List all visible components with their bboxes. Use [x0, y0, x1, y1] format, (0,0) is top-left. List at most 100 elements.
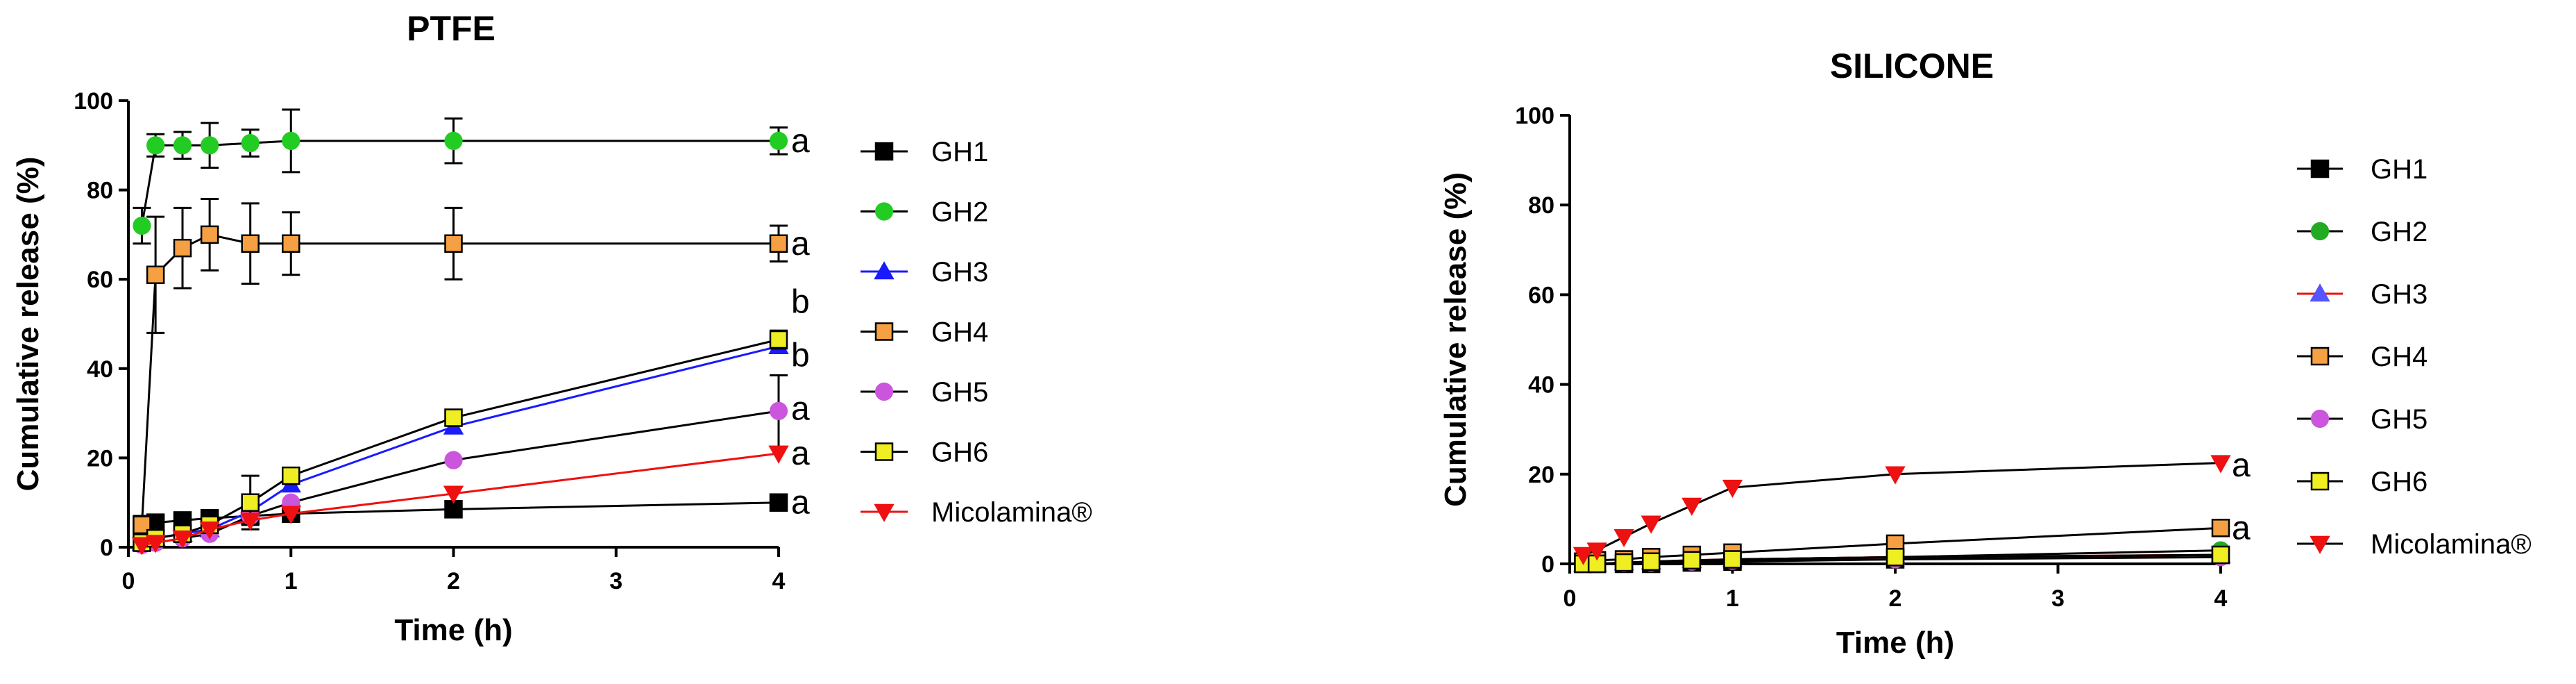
legend-marker: [2310, 159, 2330, 178]
significance-letter: a: [2232, 447, 2251, 484]
series-line: [140, 140, 779, 226]
legend-label: GH1: [931, 137, 988, 167]
data-point: [1885, 466, 1906, 485]
x-tick-label: 4: [2214, 585, 2228, 612]
legend-item: GH4: [861, 317, 988, 348]
x-tick-label: 3: [609, 568, 622, 594]
legend-marker: [874, 261, 895, 280]
y-tick-label: 100: [74, 88, 113, 115]
legend-label: GH6: [931, 437, 988, 468]
x-tick-label: 3: [2051, 585, 2065, 612]
legend-marker: [874, 322, 894, 341]
data-point: [769, 131, 788, 150]
data-point: [282, 466, 300, 485]
legend-label: GH5: [2371, 404, 2427, 435]
chart-ptfe: PTFE 0 20 40 60 80 100 0 1 2 3 4 Time (h) Cumulative …: [11, 9, 1092, 647]
data-point: [1586, 542, 1607, 561]
legend-label: GH4: [931, 317, 988, 348]
series-micolamina: [131, 445, 789, 556]
data-point: [173, 136, 192, 155]
legend-label: GH3: [931, 257, 988, 287]
y-tick-label: 20: [1528, 462, 1554, 488]
y-axis-label: Cumulative release (%): [11, 157, 45, 492]
data-point: [1613, 528, 1634, 548]
y-tick-label: 60: [1528, 282, 1554, 308]
legend-marker: [874, 142, 894, 161]
significance-letter: b: [791, 337, 810, 374]
data-point: [768, 445, 789, 464]
y-tick-label: 0: [100, 535, 113, 561]
y-axis-label: Cumulative release (%): [1439, 172, 1473, 507]
data-point: [282, 234, 300, 253]
data-point: [1642, 552, 1661, 572]
x-tick-label: 0: [1564, 585, 1577, 612]
legend-marker: [874, 503, 895, 522]
legend-label: GH2: [931, 197, 988, 228]
data-point: [1723, 550, 1742, 569]
data-point: [241, 133, 260, 153]
legend-marker: [2310, 409, 2330, 428]
legend-item: Micolamina®: [861, 497, 1092, 528]
significance-letter: a: [791, 435, 810, 472]
x-tick-label: 2: [447, 568, 460, 594]
legend-marker: [2310, 222, 2330, 241]
legend-marker: [2310, 283, 2330, 302]
data-point: [240, 512, 261, 531]
legend-label: GH3: [2371, 279, 2427, 310]
legend-item: GH2: [861, 197, 988, 228]
data-point: [769, 493, 788, 512]
chart-title: SILICONE: [1830, 47, 1994, 85]
legend-marker: [874, 442, 894, 461]
legend-label: GH5: [931, 377, 988, 408]
data-point: [769, 401, 788, 420]
significance-letter: a: [791, 391, 810, 428]
legend-marker: [2310, 535, 2330, 554]
y-tick-label: 20: [87, 445, 113, 472]
chart-title: PTFE: [407, 9, 495, 48]
legend-item: GH3: [861, 257, 988, 287]
legend-label: GH1: [2371, 154, 2427, 185]
legend-item: GH6: [861, 437, 988, 468]
data-point: [769, 234, 788, 253]
legend-marker: [874, 202, 894, 221]
significance-letter: a: [791, 485, 810, 522]
legend-label: GH2: [2371, 217, 2427, 247]
data-point: [1614, 553, 1634, 572]
data-point: [444, 234, 463, 253]
data-point: [1682, 551, 1702, 570]
data-point: [2210, 455, 2231, 474]
data-point: [1573, 547, 1594, 565]
x-axis-label: Time (h): [394, 613, 512, 647]
data-point: [444, 131, 463, 150]
data-point: [145, 535, 166, 553]
x-axis-label: Time (h): [1836, 626, 1954, 660]
data-point: [2211, 519, 2230, 537]
data-point: [241, 234, 260, 253]
series-line: [140, 233, 779, 525]
data-point: [280, 506, 301, 524]
data-point: [769, 330, 788, 349]
data-point: [200, 225, 219, 244]
y-tick-label: 100: [1515, 103, 1554, 129]
significance-letter: b: [791, 283, 810, 320]
y-tick-label: 40: [87, 356, 113, 383]
legend-item: GH4: [2297, 342, 2427, 372]
legend-marker: [2310, 347, 2330, 366]
data-point: [241, 493, 260, 512]
legend-item: GH5: [2297, 404, 2427, 435]
legend-item: GH5: [861, 377, 988, 408]
data-point: [172, 530, 193, 549]
data-point: [2211, 545, 2230, 565]
series-line: [142, 452, 779, 547]
data-point: [282, 131, 300, 150]
legend-marker: [874, 382, 894, 401]
y-tick-label: 60: [87, 267, 113, 293]
x-tick-label: 1: [1726, 585, 1739, 612]
data-point: [201, 136, 219, 155]
y-tick-label: 40: [1528, 372, 1554, 399]
x-tick-label: 4: [772, 568, 786, 594]
data-point: [1681, 497, 1702, 516]
x-tick-label: 0: [122, 568, 135, 594]
